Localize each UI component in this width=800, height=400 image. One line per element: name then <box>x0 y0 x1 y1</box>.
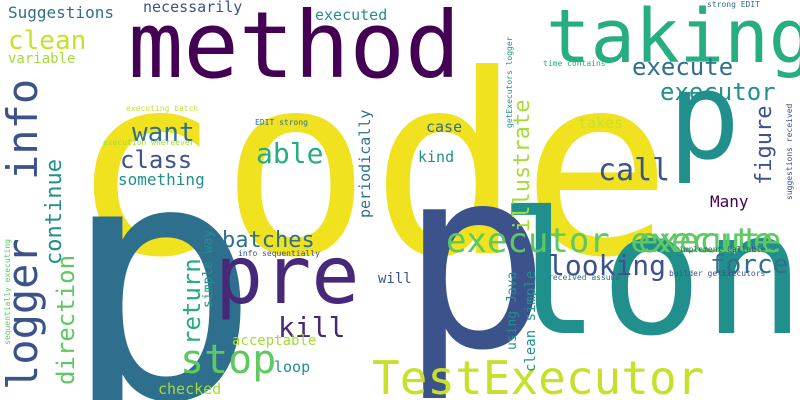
word-will: will <box>378 272 412 286</box>
word-case: case <box>426 120 462 135</box>
word-simple-way: simple way <box>202 230 215 308</box>
word-something: something <box>118 172 205 188</box>
word-call: call <box>598 156 670 186</box>
word-Suggestions: Suggestions <box>8 5 114 21</box>
word-time-contains: time contains <box>543 60 606 68</box>
word-periodically: periodically <box>358 110 373 218</box>
word-variable: variable <box>8 52 75 66</box>
word-illustrate: illustrate <box>512 100 534 232</box>
word-acceptable: acceptable <box>232 334 316 348</box>
word-loop: loop <box>274 360 310 375</box>
word-Many: Many <box>710 194 749 210</box>
word-necessarily: necessarily <box>143 0 242 15</box>
word-getExecutors-logger: getExecutors logger <box>506 36 514 128</box>
word-builder-getExecutors: builder getExecutors <box>669 270 765 278</box>
word-execute: execute <box>632 55 733 79</box>
word-direction: direction <box>54 255 78 385</box>
word-sequentially-executing: sequentially executing <box>4 239 12 345</box>
word-executing-batch: executing batch <box>126 105 198 113</box>
word-using-Java: using Java <box>506 272 519 350</box>
word-continue: continue <box>44 159 66 265</box>
word-implement-Callable: implement Callable <box>679 246 766 254</box>
word-EDIT-strong: EDIT strong <box>255 119 308 127</box>
word-checked: checked <box>158 382 221 397</box>
word-executor: executor <box>660 80 776 104</box>
word-kind: kind <box>418 150 454 165</box>
word-suggestions-received: suggestions received <box>786 104 794 200</box>
word-info-sequentially: info sequentially <box>238 250 320 258</box>
word-received-assume: received assume <box>548 274 620 282</box>
word-execution-whereever: execution whereever <box>103 139 195 147</box>
word-takes: takes <box>578 116 623 131</box>
word-figure: figure <box>754 106 776 185</box>
word-able: able <box>256 140 323 168</box>
word-info: info <box>2 79 44 180</box>
word-class: class <box>120 148 192 172</box>
word-executed: executed <box>315 8 387 23</box>
word-strong-EDIT: strong EDIT <box>707 1 760 9</box>
word-clean-simple: clean simple <box>524 271 538 372</box>
